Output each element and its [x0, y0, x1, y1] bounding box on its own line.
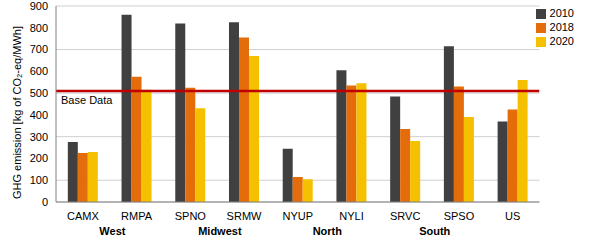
svg-text:400: 400: [30, 109, 48, 121]
html-text:2018: 2018: [549, 21, 574, 33]
svg-text:US: US: [505, 210, 520, 222]
svg-text:500: 500: [30, 87, 48, 99]
svg-text:0: 0: [42, 196, 48, 208]
svg-text:NYUP: NYUP: [282, 210, 313, 222]
svg-text:800: 800: [30, 22, 48, 34]
svg-text:300: 300: [30, 131, 48, 143]
html-text:2020: 2020: [549, 35, 574, 47]
svg-text:SRMW: SRMW: [227, 210, 262, 222]
html-text:2010: 2010: [549, 7, 574, 19]
svg-text:SRVC: SRVC: [390, 210, 420, 222]
svg-text:Base Data: Base Data: [61, 94, 113, 106]
svg-text:CAMX: CAMX: [67, 210, 99, 222]
svg-text:900: 900: [30, 0, 48, 12]
svg-text:200: 200: [30, 152, 48, 164]
svg-text:North: North: [313, 225, 343, 237]
svg-text:Midwest: Midwest: [198, 225, 242, 237]
svg-text:100: 100: [30, 174, 48, 186]
svg-text:South: South: [419, 225, 450, 237]
svg-text:NYLI: NYLI: [339, 210, 363, 222]
svg-text:SPSO: SPSO: [444, 210, 475, 222]
svg-text:600: 600: [30, 65, 48, 77]
svg-text:700: 700: [30, 43, 48, 55]
svg-text:West: West: [99, 225, 125, 237]
svg-text:RMPA: RMPA: [121, 210, 153, 222]
svg-text:SPNO: SPNO: [175, 210, 207, 222]
svg-text:GHG emission [kg of CO₂-eq/MWh: GHG emission [kg of CO₂-eq/MWh]: [11, 26, 23, 199]
